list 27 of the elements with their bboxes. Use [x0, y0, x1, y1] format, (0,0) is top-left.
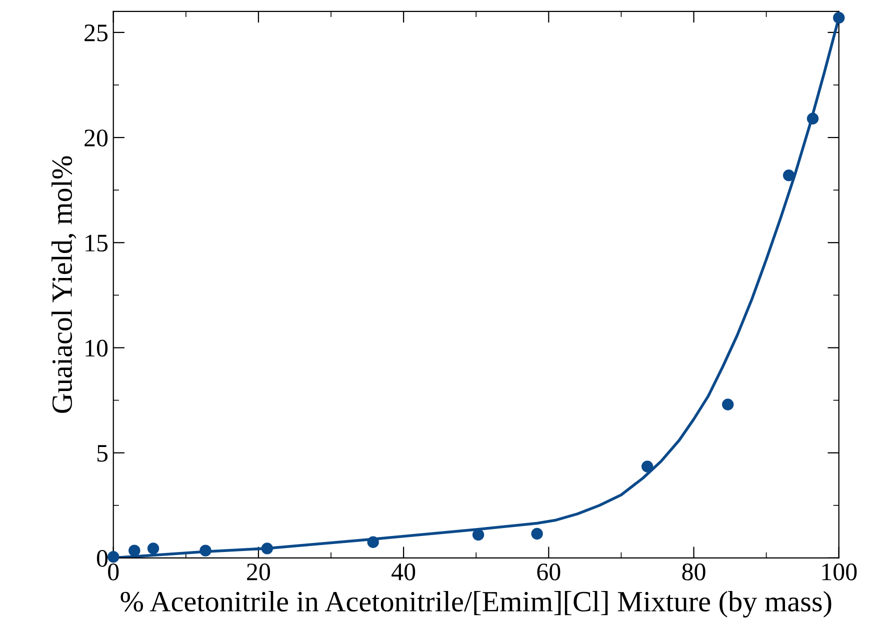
y-tick-label: 5 — [97, 445, 108, 462]
x-tick-label: 100 — [822, 564, 857, 580]
y-tick-label: 10 — [86, 340, 108, 357]
x-tick-label: 80 — [682, 564, 706, 580]
x-tick-label: 20 — [247, 564, 270, 580]
x-axis-title: % Acetonitrile in Acetonitrile/[Emim][Cl] Mixture (by mass) — [120, 591, 832, 618]
point — [261, 542, 274, 554]
point — [806, 112, 819, 124]
point — [200, 544, 212, 556]
point — [641, 460, 654, 472]
point — [367, 536, 379, 548]
point — [722, 398, 734, 410]
y-tick-label: 25 — [84, 24, 108, 42]
point — [147, 542, 160, 554]
y-tick-label: 20 — [84, 130, 108, 146]
y-axis-title: Guaiacol Yield, mol% — [51, 156, 76, 413]
x-tick-label: 0 — [108, 564, 119, 580]
x-tick-label: 60 — [537, 564, 560, 580]
point — [531, 528, 543, 540]
point — [108, 551, 120, 563]
y-tick-label: 15 — [86, 234, 108, 252]
point — [128, 544, 140, 556]
point — [833, 12, 845, 24]
x-tick-label: 40 — [392, 564, 416, 580]
y-tick-label: 0 — [96, 550, 108, 567]
point — [782, 170, 795, 182]
point — [472, 528, 484, 541]
